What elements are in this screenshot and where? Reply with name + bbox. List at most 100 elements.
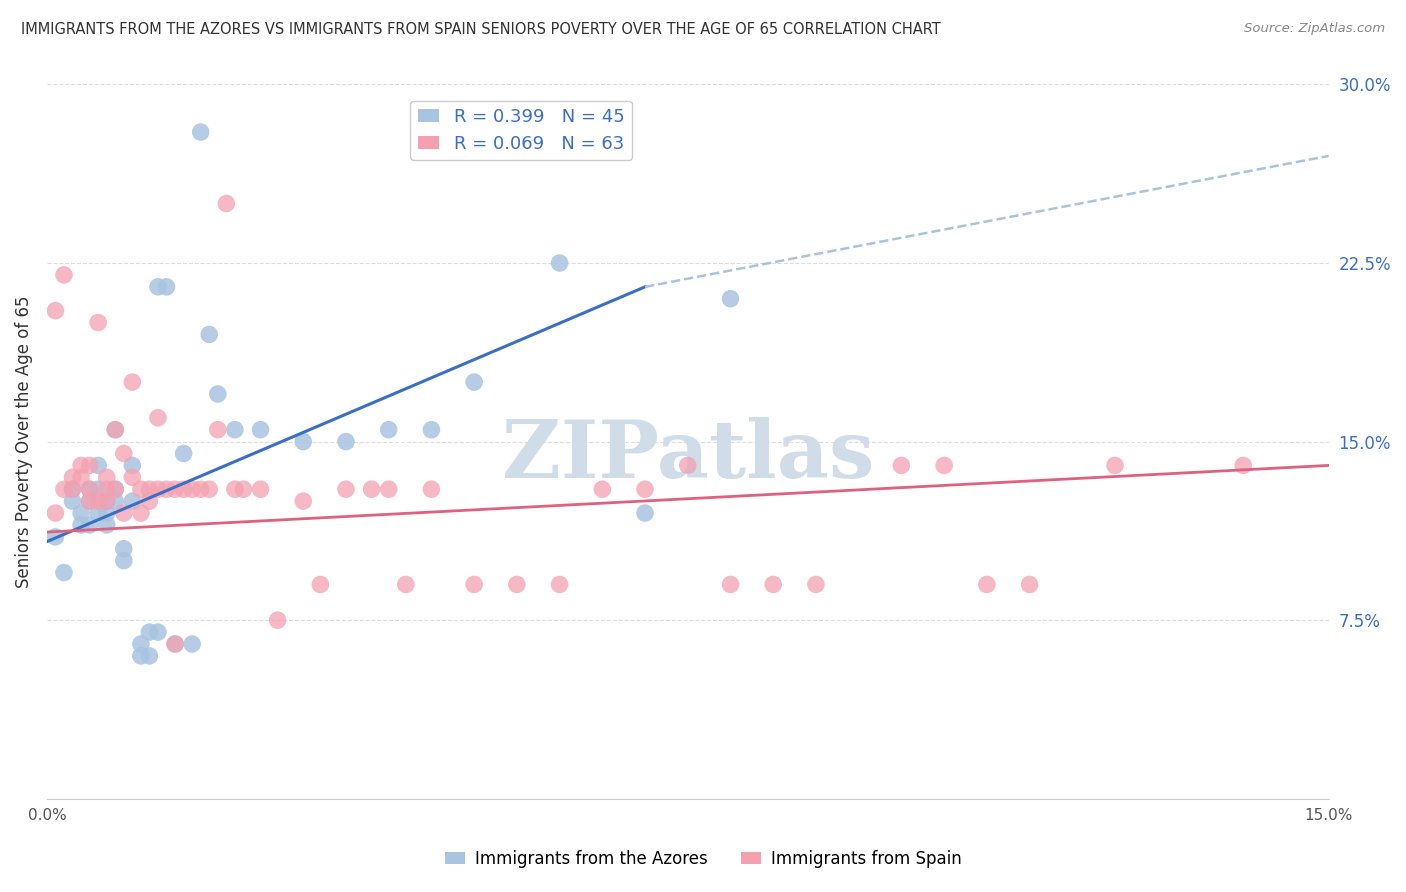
Point <box>215 196 238 211</box>
Point <box>420 423 443 437</box>
Point <box>292 494 315 508</box>
Point <box>138 482 160 496</box>
Point <box>44 303 66 318</box>
Point <box>1104 458 1126 473</box>
Legend: R = 0.399   N = 45, R = 0.069   N = 63: R = 0.399 N = 45, R = 0.069 N = 63 <box>411 101 631 160</box>
Point <box>87 458 110 473</box>
Point <box>79 482 101 496</box>
Point <box>165 482 187 496</box>
Point <box>266 613 288 627</box>
Point <box>70 506 93 520</box>
Legend: Immigrants from the Azores, Immigrants from Spain: Immigrants from the Azores, Immigrants f… <box>437 844 969 875</box>
Point <box>181 482 204 496</box>
Point <box>53 482 76 496</box>
Point <box>591 482 613 496</box>
Point <box>79 494 101 508</box>
Text: Source: ZipAtlas.com: Source: ZipAtlas.com <box>1244 22 1385 36</box>
Point <box>676 458 699 473</box>
Point <box>96 470 118 484</box>
Point <box>173 482 195 496</box>
Point <box>463 577 485 591</box>
Point <box>1018 577 1040 591</box>
Point <box>129 482 152 496</box>
Point <box>207 423 229 437</box>
Point <box>190 482 212 496</box>
Point <box>104 494 127 508</box>
Point <box>96 482 118 496</box>
Point <box>96 494 118 508</box>
Point <box>165 637 187 651</box>
Point <box>121 375 143 389</box>
Point <box>181 637 204 651</box>
Point <box>62 482 84 496</box>
Point <box>335 482 357 496</box>
Point <box>634 482 657 496</box>
Point <box>112 541 135 556</box>
Point <box>44 506 66 520</box>
Point <box>121 470 143 484</box>
Point <box>1232 458 1254 473</box>
Point <box>146 625 169 640</box>
Point <box>634 506 657 520</box>
Point <box>146 410 169 425</box>
Point <box>79 482 101 496</box>
Point <box>104 423 127 437</box>
Point <box>87 494 110 508</box>
Point <box>104 423 127 437</box>
Point <box>155 482 177 496</box>
Point <box>70 458 93 473</box>
Point <box>360 482 382 496</box>
Point <box>53 268 76 282</box>
Point <box>96 506 118 520</box>
Point <box>112 506 135 520</box>
Point <box>155 280 177 294</box>
Point <box>377 482 399 496</box>
Point <box>79 458 101 473</box>
Point <box>198 482 221 496</box>
Point <box>249 423 271 437</box>
Y-axis label: Seniors Poverty Over the Age of 65: Seniors Poverty Over the Age of 65 <box>15 295 32 588</box>
Point <box>79 494 101 508</box>
Point <box>112 554 135 568</box>
Point <box>87 316 110 330</box>
Point <box>104 482 127 496</box>
Point <box>121 494 143 508</box>
Point <box>932 458 955 473</box>
Point <box>44 530 66 544</box>
Point <box>79 517 101 532</box>
Point <box>138 648 160 663</box>
Point <box>62 494 84 508</box>
Point <box>395 577 418 591</box>
Point <box>720 577 742 591</box>
Point <box>70 470 93 484</box>
Point <box>70 517 93 532</box>
Point <box>129 637 152 651</box>
Point <box>146 280 169 294</box>
Point <box>62 470 84 484</box>
Point <box>87 482 110 496</box>
Point <box>335 434 357 449</box>
Point <box>112 446 135 460</box>
Point <box>129 506 152 520</box>
Point <box>62 482 84 496</box>
Point <box>198 327 221 342</box>
Point <box>104 482 127 496</box>
Point <box>890 458 912 473</box>
Point <box>173 446 195 460</box>
Point <box>548 256 571 270</box>
Point <box>506 577 529 591</box>
Point <box>138 494 160 508</box>
Point <box>249 482 271 496</box>
Point <box>762 577 785 591</box>
Point <box>720 292 742 306</box>
Point <box>165 637 187 651</box>
Point <box>53 566 76 580</box>
Point <box>87 506 110 520</box>
Point <box>377 423 399 437</box>
Point <box>548 577 571 591</box>
Point <box>207 387 229 401</box>
Point <box>190 125 212 139</box>
Point <box>121 458 143 473</box>
Point <box>96 494 118 508</box>
Point <box>804 577 827 591</box>
